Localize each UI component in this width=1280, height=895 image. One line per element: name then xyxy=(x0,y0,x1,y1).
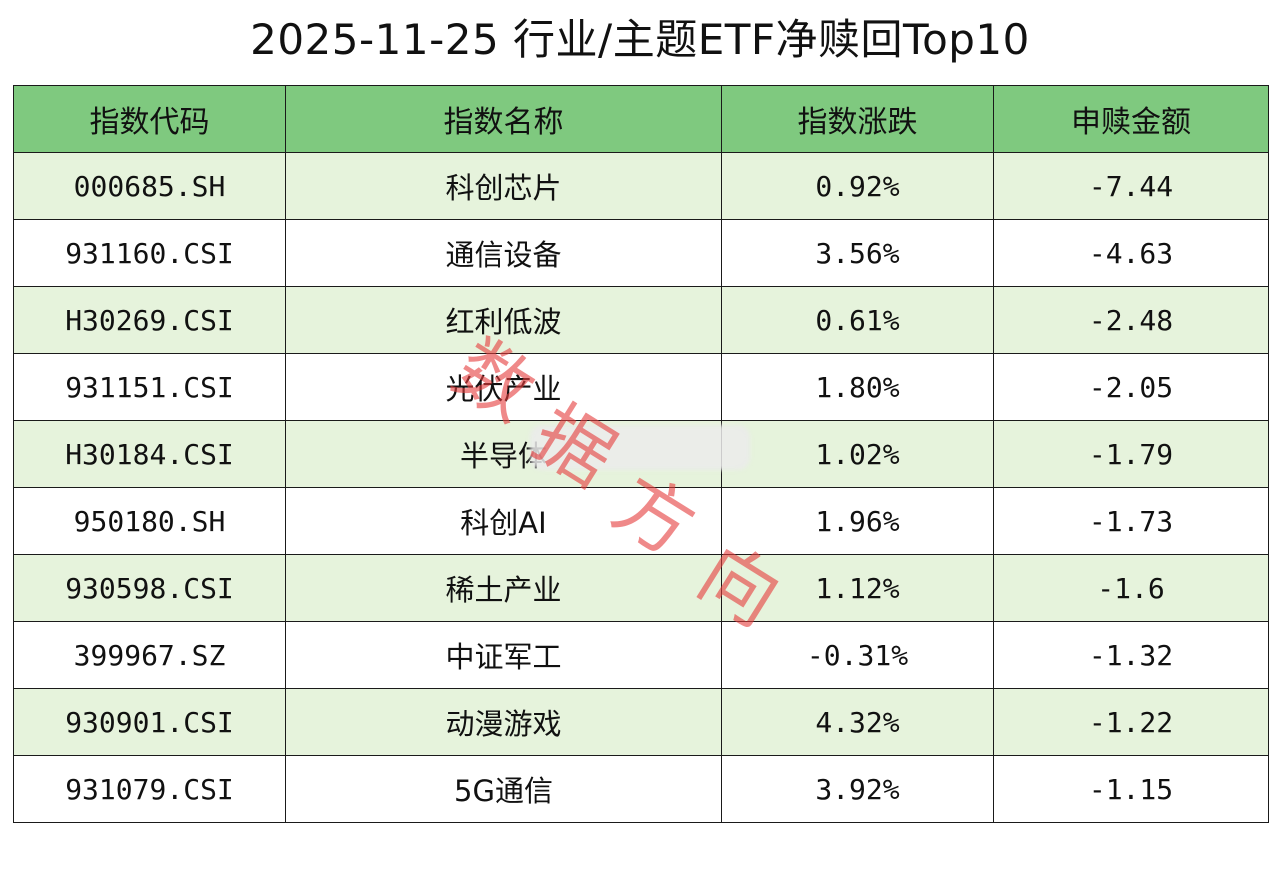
cell-index-code: H30184.CSI xyxy=(13,420,286,488)
cell-index-change: -0.31% xyxy=(721,621,994,689)
table-row: 930598.CSI 稀土产业 1.12% -1.6 xyxy=(13,554,1269,622)
cell-index-change: 3.56% xyxy=(721,219,994,287)
cell-index-name: 科创AI xyxy=(285,487,722,555)
cell-index-name: 中证军工 xyxy=(285,621,722,689)
table-row: 950180.SH 科创AI 1.96% -1.73 xyxy=(13,487,1269,555)
cell-redemption-amount: -1.15 xyxy=(993,755,1269,823)
data-table: 指数代码 指数名称 指数涨跌 申赎金额 000685.SH 科创芯片 0.92% -7… xyxy=(13,85,1269,823)
header-redemption-amount: 申赎金额 xyxy=(993,85,1269,153)
cell-index-change: 4.32% xyxy=(721,688,994,756)
cell-redemption-amount: -2.05 xyxy=(993,353,1269,421)
cell-redemption-amount: -1.32 xyxy=(993,621,1269,689)
table-header-row: 指数代码 指数名称 指数涨跌 申赎金额 xyxy=(13,85,1269,153)
cell-index-code: 950180.SH xyxy=(13,487,286,555)
table-row: 931160.CSI 通信设备 3.56% -4.63 xyxy=(13,219,1269,287)
page-title: 2025-11-25 行业/主题ETF净赎回Top10 xyxy=(250,15,1030,64)
table-row: 931151.CSI 光伏产业 1.80% -2.05 xyxy=(13,353,1269,421)
cell-redemption-amount: -1.73 xyxy=(993,487,1269,555)
cell-index-code: 931079.CSI xyxy=(13,755,286,823)
cell-index-change: 0.61% xyxy=(721,286,994,354)
header-index-change: 指数涨跌 xyxy=(721,85,994,153)
cell-index-name: 科创芯片 xyxy=(285,152,722,220)
cell-index-name: 光伏产业 xyxy=(285,353,722,421)
table-row: 000685.SH 科创芯片 0.92% -7.44 xyxy=(13,152,1269,220)
cell-index-change: 0.92% xyxy=(721,152,994,220)
cell-index-change: 1.96% xyxy=(721,487,994,555)
cell-index-name: 5G通信 xyxy=(285,755,722,823)
cell-index-name: 红利低波 xyxy=(285,286,722,354)
cell-redemption-amount: -1.79 xyxy=(993,420,1269,488)
table-row: 930901.CSI 动漫游戏 4.32% -1.22 xyxy=(13,688,1269,756)
header-index-name: 指数名称 xyxy=(285,85,722,153)
cell-redemption-amount: -1.22 xyxy=(993,688,1269,756)
cell-redemption-amount: -2.48 xyxy=(993,286,1269,354)
cell-index-code: H30269.CSI xyxy=(13,286,286,354)
table-row: H30184.CSI 半导体 1.02% -1.79 xyxy=(13,420,1269,488)
cell-redemption-amount: -4.63 xyxy=(993,219,1269,287)
cell-index-change: 1.02% xyxy=(721,420,994,488)
cell-index-code: 931160.CSI xyxy=(13,219,286,287)
cell-index-name: 稀土产业 xyxy=(285,554,722,622)
cell-redemption-amount: -1.6 xyxy=(993,554,1269,622)
cell-index-change: 3.92% xyxy=(721,755,994,823)
cell-index-change: 1.80% xyxy=(721,353,994,421)
cell-index-change: 1.12% xyxy=(721,554,994,622)
table-body: 000685.SH 科创芯片 0.92% -7.44 931160.CSI 通信设备 3.5… xyxy=(13,152,1269,823)
table-row: H30269.CSI 红利低波 0.61% -2.48 xyxy=(13,286,1269,354)
table-row: 399967.SZ 中证军工 -0.31% -1.32 xyxy=(13,621,1269,689)
cell-index-code: 931151.CSI xyxy=(13,353,286,421)
blurred-overlay xyxy=(530,425,750,470)
cell-index-code: 930901.CSI xyxy=(13,688,286,756)
header-index-code: 指数代码 xyxy=(13,85,286,153)
cell-index-name: 通信设备 xyxy=(285,219,722,287)
cell-index-name: 动漫游戏 xyxy=(285,688,722,756)
cell-index-code: 000685.SH xyxy=(13,152,286,220)
table-row: 931079.CSI 5G通信 3.92% -1.15 xyxy=(13,755,1269,823)
cell-index-code: 930598.CSI xyxy=(13,554,286,622)
cell-redemption-amount: -7.44 xyxy=(993,152,1269,220)
cell-index-code: 399967.SZ xyxy=(13,621,286,689)
